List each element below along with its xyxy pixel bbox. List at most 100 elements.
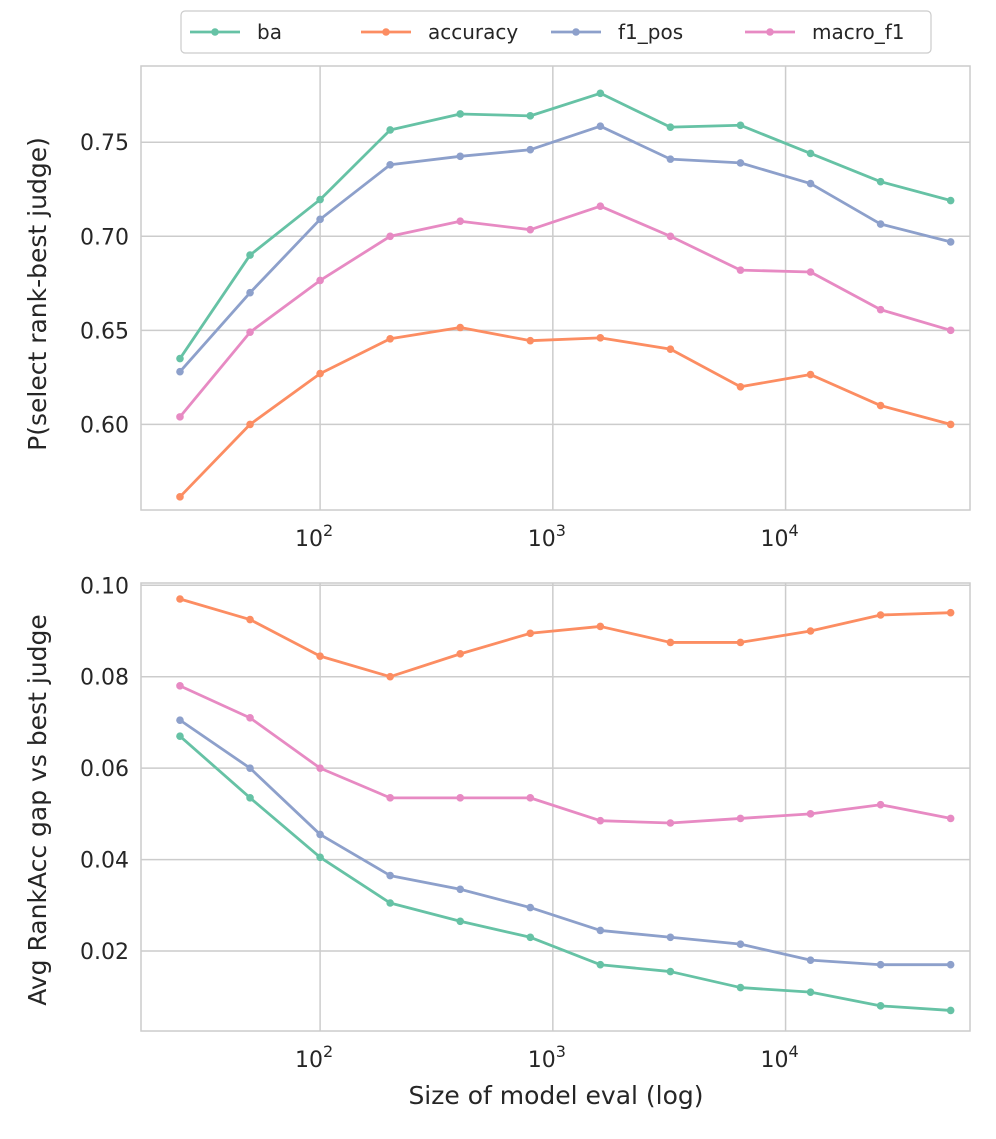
top-point-macro-f1: [736, 266, 745, 274]
top-point-accuracy: [946, 420, 955, 429]
bottom-point-f1-pos: [456, 885, 465, 894]
bottom-point-f1-pos: [876, 960, 885, 969]
bottom-point-macro-f1: [176, 682, 184, 690]
top-point-accuracy: [176, 493, 184, 501]
legend-swatch-marker: [211, 28, 219, 36]
bottom-point-accuracy: [736, 638, 745, 647]
top-point-ba: [176, 354, 184, 363]
top-point-accuracy: [806, 370, 815, 379]
top-point-f1-pos: [456, 152, 465, 161]
top-point-macro-f1: [316, 276, 324, 285]
bottom-y-tick-label: 0.08: [80, 666, 129, 691]
bottom-point-ba: [596, 960, 605, 969]
top-y-axis-label: P(select rank-best judge): [23, 137, 52, 451]
bottom-point-macro-f1: [246, 714, 254, 722]
legend-label: macro_f1: [812, 20, 905, 44]
top-point-accuracy: [386, 334, 394, 343]
bottom-point-macro-f1: [736, 814, 745, 823]
top-plot-frame: [140, 65, 971, 511]
bottom-point-macro-f1: [666, 819, 675, 827]
top-point-f1-pos: [176, 367, 184, 376]
legend-swatch-marker: [766, 28, 774, 36]
bottom-point-ba: [946, 1006, 955, 1015]
bottom-point-f1-pos: [316, 830, 324, 839]
top-point-macro-f1: [876, 305, 885, 314]
legend: ba accuracy f1_pos macro_f1: [180, 10, 932, 54]
top-point-macro-f1: [246, 328, 254, 337]
top-point-accuracy: [246, 420, 254, 429]
top-point-accuracy: [666, 345, 675, 353]
top-x-tick-label: 102: [295, 521, 333, 552]
bottom-line-accuracy: [178, 597, 953, 679]
bottom-point-ba: [526, 933, 535, 942]
legend-swatch-marker: [572, 28, 580, 36]
top-point-accuracy: [596, 334, 605, 342]
bottom-point-ba: [456, 917, 465, 926]
top-point-ba: [946, 196, 955, 205]
bottom-x-tick-label: 104: [760, 1042, 798, 1073]
bottom-point-ba: [876, 1002, 885, 1010]
top-point-macro-f1: [176, 413, 184, 421]
bottom-line-macro-f1: [178, 684, 953, 825]
bottom-point-macro-f1: [316, 764, 324, 772]
legend-item-f1-pos: f1_pos: [551, 20, 683, 44]
top-point-macro-f1: [666, 232, 675, 241]
bottom-point-ba: [386, 899, 394, 907]
bottom-point-f1-pos: [806, 956, 815, 964]
top-y-tick-label: 0.75: [80, 131, 129, 156]
bottom-point-accuracy: [386, 672, 394, 681]
top-y-tick-label: 0.65: [80, 319, 129, 344]
top-point-macro-f1: [596, 202, 605, 210]
top-point-f1-pos: [946, 238, 955, 246]
bottom-point-macro-f1: [596, 816, 605, 825]
bottom-point-ba: [806, 988, 815, 996]
bottom-series-ba: [176, 732, 955, 1015]
top-point-macro-f1: [456, 217, 465, 226]
bottom-series-accuracy: [176, 595, 955, 681]
top-point-macro-f1: [386, 232, 394, 241]
legend-label: f1_pos: [618, 20, 683, 44]
top-point-ba: [386, 126, 394, 134]
top-point-ba: [666, 123, 675, 131]
bottom-point-ba: [666, 967, 675, 976]
bottom-point-accuracy: [596, 622, 605, 631]
legend-item-accuracy: accuracy: [361, 20, 518, 44]
bottom-point-macro-f1: [806, 810, 815, 818]
top-line-macro-f1: [178, 204, 953, 419]
bottom-y-tick-label: 0.10: [80, 574, 129, 599]
bottom-y-axis-label: Avg RankAcc gap vs best judge: [23, 614, 52, 1006]
top-point-accuracy: [526, 336, 535, 345]
top-point-ba: [596, 89, 605, 98]
top-point-macro-f1: [946, 326, 955, 335]
bottom-point-macro-f1: [386, 794, 394, 802]
top-point-accuracy: [316, 369, 324, 378]
top-line-f1-pos: [178, 124, 953, 374]
top-point-f1-pos: [596, 122, 605, 131]
top-point-macro-f1: [806, 268, 815, 276]
top-grid: [141, 66, 970, 510]
top-chart-panel: P(select rank-best judge) 0.60 0.65 0.70 0.…: [23, 65, 971, 552]
bottom-point-f1-pos: [176, 716, 184, 724]
bottom-series-macro-f1: [176, 682, 955, 827]
bottom-point-accuracy: [876, 611, 885, 619]
bottom-y-tick-label: 0.04: [80, 849, 129, 874]
bottom-point-ba: [316, 853, 324, 862]
top-point-f1-pos: [246, 288, 254, 297]
bottom-point-f1-pos: [946, 960, 955, 969]
bottom-point-ba: [246, 794, 254, 802]
bottom-series-f1-pos: [176, 716, 955, 969]
bottom-point-accuracy: [946, 608, 955, 617]
top-line-accuracy: [178, 326, 953, 499]
bottom-point-macro-f1: [526, 794, 535, 802]
bottom-point-f1-pos: [596, 926, 605, 935]
top-point-f1-pos: [666, 155, 675, 163]
top-series-macro-f1: [176, 202, 955, 421]
bottom-point-accuracy: [666, 638, 675, 647]
top-point-ba: [736, 121, 745, 130]
top-point-ba: [456, 110, 465, 118]
top-point-macro-f1: [526, 225, 535, 234]
top-point-accuracy: [456, 323, 465, 332]
bottom-point-accuracy: [806, 627, 815, 635]
top-point-f1-pos: [736, 159, 745, 167]
